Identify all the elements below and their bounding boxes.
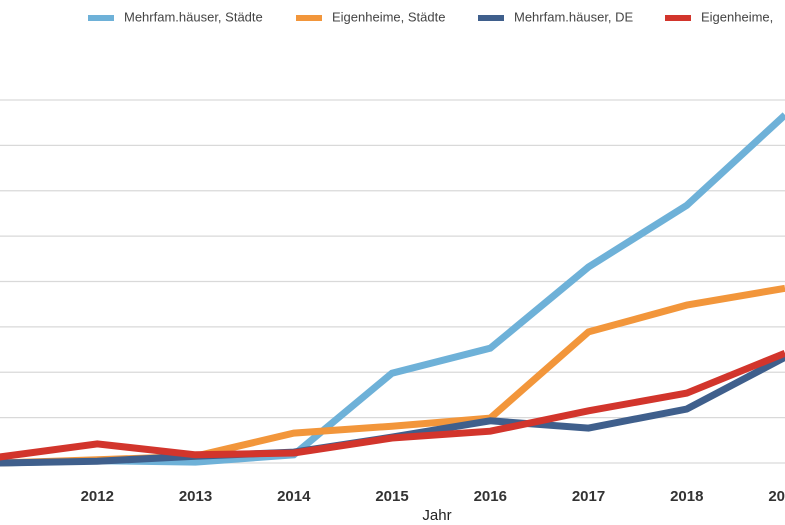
legend-label: Mehrfam.häuser, Städte (124, 9, 263, 24)
data-line (0, 353, 785, 457)
legend-label: Mehrfam.häuser, DE (514, 9, 634, 24)
x-tick-label: 2019 (768, 488, 785, 505)
x-tick-label: 2016 (474, 488, 507, 505)
x-tick-label: 2012 (81, 488, 114, 505)
chart: Jahr 2012 2013 2014 2015 2016 2017 2018 2019 Meh… (0, 0, 785, 525)
x-tick-label: 2015 (375, 488, 408, 505)
x-tick-label: 2013 (179, 488, 212, 505)
x-tick-label: 2018 (670, 488, 703, 505)
legend-label: Eigenheime, (701, 9, 773, 24)
x-tick-label: 2014 (277, 488, 311, 505)
legend-label: Eigenheime, Städte (332, 9, 445, 24)
x-axis-title: Jahr (422, 507, 451, 524)
x-tick-label: 2017 (572, 488, 605, 505)
